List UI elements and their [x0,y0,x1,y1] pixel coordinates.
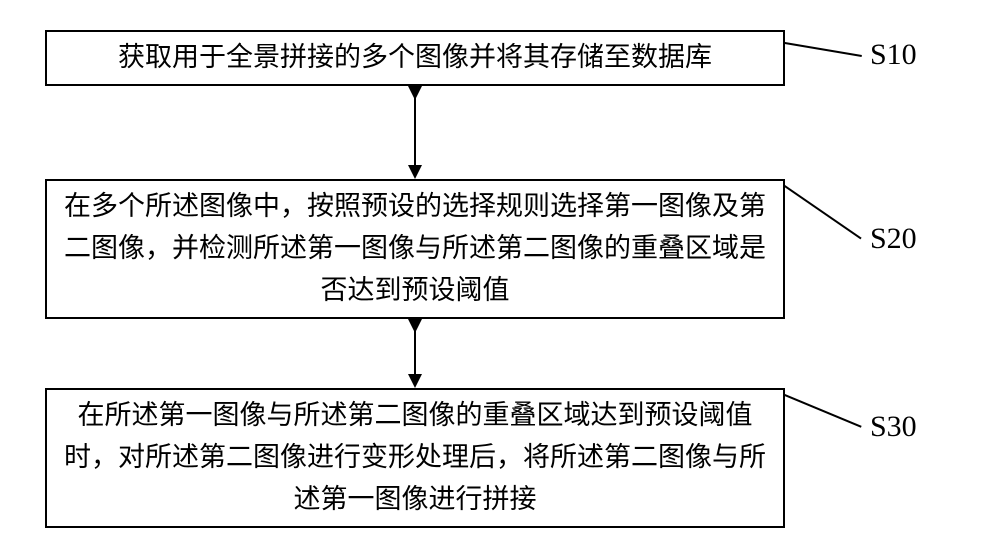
flow-step-s30: 在所述第一图像与所述第二图像的重叠区域达到预设阈值时，对所述第二图像进行变形处理… [45,388,785,528]
step-label-s20: S20 [870,222,917,256]
brace-s30 [785,394,862,432]
brace-s10 [785,42,862,62]
brace-s20 [785,185,862,243]
flow-step-s10: 获取用于全景拼接的多个图像并将其存储至数据库 [45,30,785,86]
flow-step-s30-text: 在所述第一图像与所述第二图像的重叠区域达到预设阈值时，对所述第二图像进行变形处理… [57,395,773,521]
flowchart-canvas: 获取用于全景拼接的多个图像并将其存储至数据库 S10 在多个所述图像中，按照预设… [0,0,1000,539]
step-label-s10: S10 [870,38,917,72]
flow-step-s20: 在多个所述图像中，按照预设的选择规则选择第一图像及第二图像，并检测所述第一图像与… [45,179,785,319]
step-label-s30: S30 [870,410,917,444]
flow-step-s20-text: 在多个所述图像中，按照预设的选择规则选择第一图像及第二图像，并检测所述第一图像与… [57,186,773,312]
flow-step-s10-text: 获取用于全景拼接的多个图像并将其存储至数据库 [118,37,712,79]
